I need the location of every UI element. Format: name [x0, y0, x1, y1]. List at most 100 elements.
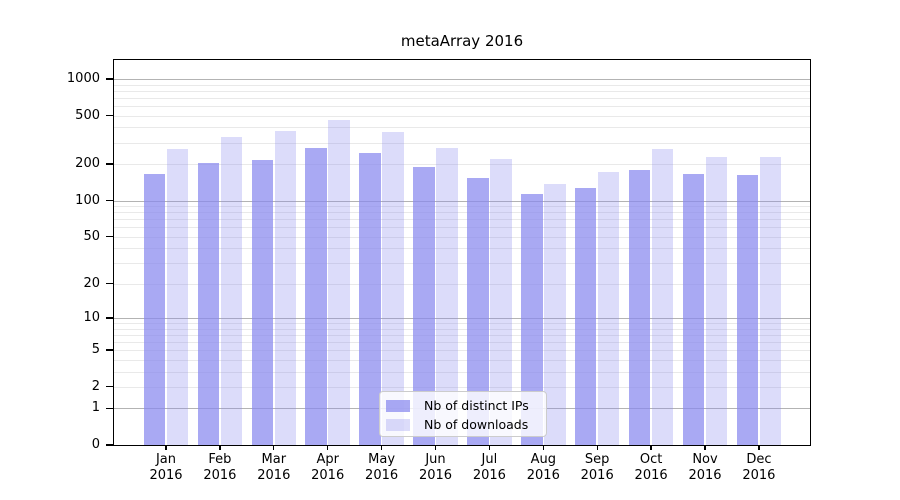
bar-downloads-aug	[544, 183, 566, 445]
x-tick-label-feb: Feb 2016	[188, 452, 252, 484]
x-tick-mark-jul	[488, 445, 491, 450]
x-tick-label-jul: Jul 2016	[457, 452, 521, 484]
x-tick-year: 2016	[418, 468, 453, 483]
x-tick-label-sep: Sep 2016	[565, 452, 629, 484]
bar-ips-mar	[251, 160, 274, 445]
gridline-minor-6	[114, 341, 810, 343]
bar-downloads-apr	[328, 120, 350, 445]
x-tick-mark-oct	[650, 445, 652, 450]
x-tick-label-mar: Mar 2016	[242, 452, 306, 484]
bar-ips-jun	[413, 167, 435, 445]
gridline-minor-80	[114, 212, 810, 214]
gridline-minor-700	[114, 97, 810, 99]
plot-area	[113, 59, 811, 446]
bar-downloads-nov	[705, 156, 728, 445]
x-tick-year: 2016	[311, 468, 345, 483]
gridline-minor-3	[114, 371, 810, 373]
y-tick-label-2: 2	[91, 378, 100, 394]
gridline-minor-20	[114, 283, 810, 285]
x-tick-year: 2016	[688, 468, 722, 483]
gridline-minor-5	[114, 350, 810, 352]
bar-downloads-feb	[220, 136, 243, 445]
y-tick-label-200: 200	[75, 156, 100, 171]
x-tick-month: Jan	[155, 452, 177, 467]
x-tick-label-jun: Jun 2016	[404, 452, 468, 484]
y-tick-label-5: 5	[91, 342, 100, 358]
bar-ips-aug	[521, 194, 543, 445]
x-tick-mark-mar	[273, 445, 275, 450]
x-tick-mark-dec	[758, 445, 760, 450]
chart-title: metaArray 2016	[400, 32, 524, 50]
x-tick-label-nov: Nov 2016	[673, 452, 737, 484]
gridline-minor-8	[114, 328, 810, 330]
y-tick-mark-10	[106, 317, 114, 319]
gridline-major-100	[114, 200, 810, 202]
bar-downloads-oct	[651, 149, 674, 445]
y-tick-label-1: 1	[91, 400, 100, 416]
x-tick-mark-feb	[219, 445, 221, 450]
gridline-major-1000	[114, 78, 810, 80]
x-tick-mark-jan	[165, 445, 167, 450]
gridline-minor-500	[114, 115, 810, 117]
x-tick-year: 2016	[580, 468, 614, 483]
bar-ips-nov	[682, 174, 705, 445]
x-tick-mark-aug	[542, 445, 544, 450]
bar-downloads-may	[382, 132, 404, 445]
x-tick-month: Aug	[530, 452, 556, 467]
bar-downloads-jul	[490, 159, 512, 445]
x-tick-month: Feb	[208, 452, 232, 467]
bar-ips-apr	[305, 147, 327, 445]
y-tick-mark-0	[106, 444, 114, 446]
bar-downloads-jan	[166, 149, 189, 445]
x-tick-label-dec: Dec 2016	[727, 452, 791, 484]
x-tick-month: Jun	[425, 452, 446, 467]
x-tick-label-oct: Oct 2016	[619, 452, 683, 484]
y-tick-mark-1000	[106, 78, 114, 80]
gridline-minor-60	[114, 227, 810, 229]
x-tick-month: Apr	[316, 452, 339, 467]
bar-ips-dec	[736, 174, 759, 445]
y-tick-label-50: 50	[83, 228, 100, 244]
y-tick-label-500: 500	[75, 107, 100, 123]
legend-swatch-downloads	[386, 418, 410, 431]
bar-ips-sep	[574, 187, 597, 445]
legend-label-downloads: Nb of downloads	[424, 417, 529, 432]
x-tick-label-jan: Jan 2016	[134, 452, 198, 484]
x-tick-mark-jun	[434, 445, 437, 450]
x-tick-year: 2016	[472, 468, 506, 483]
y-tick-label-10: 10	[83, 309, 100, 325]
gridline-minor-9	[114, 323, 810, 324]
x-tick-year: 2016	[634, 468, 668, 483]
legend-label-distinct-ips: Nb of distinct IPs	[424, 398, 529, 413]
y-tick-label-20: 20	[83, 275, 100, 291]
x-tick-year: 2016	[526, 468, 560, 483]
x-tick-mark-sep	[596, 445, 598, 450]
x-tick-label-apr: Apr 2016	[296, 452, 360, 484]
legend: Nb of distinct IPs Nb of downloads	[379, 391, 547, 437]
x-tick-month: Nov	[692, 452, 718, 467]
gridline-minor-300	[114, 142, 810, 144]
x-tick-year: 2016	[203, 468, 237, 483]
gridline-minor-30	[114, 263, 810, 264]
bar-ips-jul	[467, 178, 489, 445]
gridline-minor-40	[114, 248, 810, 250]
x-tick-month: Jul	[481, 452, 498, 467]
y-tick-mark-100	[106, 199, 114, 202]
x-tick-mark-nov	[704, 445, 706, 450]
gridline-minor-2	[114, 386, 810, 388]
x-tick-month: Mar	[261, 452, 287, 467]
bar-ips-jan	[143, 174, 166, 445]
plot-inner	[114, 60, 810, 445]
gridline-minor-200	[114, 164, 810, 165]
y-tick-label-0: 0	[91, 437, 100, 452]
gridline-minor-7	[114, 334, 810, 336]
y-tick-label-100: 100	[75, 192, 100, 208]
x-tick-year: 2016	[742, 468, 776, 483]
y-tick-mark-500	[106, 114, 114, 117]
bar-downloads-sep	[597, 171, 620, 445]
x-tick-month: Dec	[746, 452, 772, 467]
gridline-minor-70	[114, 219, 810, 221]
x-tick-month: Oct	[639, 452, 663, 467]
gridline-minor-90	[114, 206, 810, 207]
